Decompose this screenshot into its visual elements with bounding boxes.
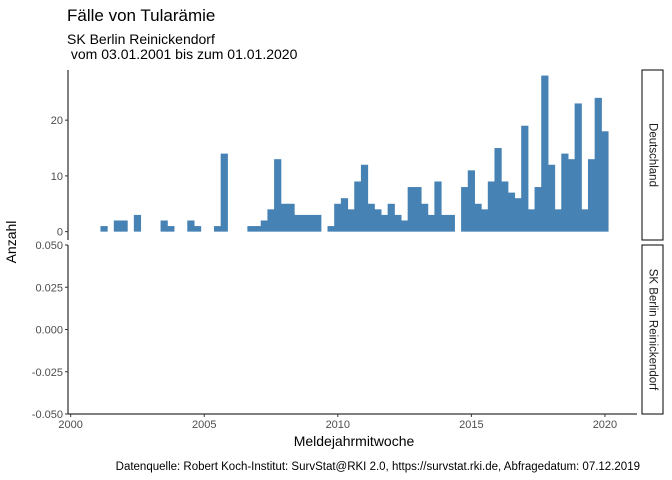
bar-0-35 [421, 203, 429, 232]
bar-0-7 [193, 226, 202, 232]
bar-0-44 [487, 181, 496, 232]
bar-0-8 [213, 226, 222, 232]
y-tick-label-1-0: -0.050 [32, 409, 63, 421]
bar-0-51 [534, 187, 542, 232]
bar-0-23 [340, 198, 349, 232]
bar-0-26 [360, 164, 369, 232]
bar-0-40 [461, 187, 469, 232]
bar-0-58 [581, 209, 589, 232]
x-axis: 2000 2005 2010 2015 2020 [58, 413, 637, 431]
bar-0-3 [133, 214, 142, 232]
bar-0-2 [120, 220, 128, 232]
x-tick-label-3: 2015 [459, 419, 483, 431]
bar-0-37 [434, 181, 442, 232]
data-source-caption: Datenquelle: Robert Koch-Institut: SurvS… [116, 461, 640, 473]
bar-0-4 [160, 220, 168, 232]
x-tick-label-2: 2010 [326, 419, 350, 431]
bar-0-12 [260, 220, 268, 232]
y-tick-label-0-2: 20 [51, 115, 63, 127]
bar-0-11 [254, 226, 262, 232]
x-tick-label-1: 2005 [192, 419, 216, 431]
bar-0-42 [474, 203, 482, 232]
bar-0-46 [501, 181, 509, 232]
bar-0-22 [334, 203, 342, 232]
bar-0-20 [314, 214, 322, 232]
bar-0-28 [374, 209, 382, 232]
y-axis-label: Anzahl [3, 221, 19, 264]
panel-sk-berlin-reinickendorf: -0.050 -0.025 0.000 0.025 0.050 SK Berlin Rei… [32, 240, 664, 421]
bar-0-25 [354, 181, 362, 232]
y-tick-label-1-2: 0.000 [35, 325, 63, 337]
bar-0-49 [521, 125, 529, 232]
bar-0-34 [414, 187, 422, 232]
bar-0-36 [427, 214, 435, 232]
bar-0-32 [400, 220, 409, 232]
bar-0-19 [307, 214, 315, 232]
bar-0-45 [494, 148, 502, 232]
bar-0-0 [100, 226, 108, 232]
bar-0-14 [274, 159, 282, 232]
panel-deutschland: 0 10 20 Deutschland [51, 69, 664, 241]
bar-0-54 [554, 209, 562, 232]
bar-0-10 [247, 226, 255, 232]
bar-0-33 [407, 187, 415, 232]
bar-0-15 [280, 203, 288, 232]
bar-0-61 [601, 131, 609, 232]
facet-strip-label-1: SK Berlin Reinickendorf [646, 269, 658, 391]
bar-0-9 [220, 153, 228, 232]
bar-0-17 [294, 214, 302, 232]
x-axis-label: Meldejahrmitwoche [294, 433, 415, 449]
bar-0-50 [527, 209, 536, 232]
bar-0-59 [587, 159, 596, 232]
x-tick-label-4: 2020 [593, 419, 617, 431]
bar-0-55 [561, 153, 569, 232]
bar-0-53 [547, 164, 556, 232]
bar-0-24 [347, 209, 355, 232]
y-tick-label-1-1: -0.025 [32, 367, 63, 379]
bar-0-60 [594, 97, 602, 232]
facet-strip-1 [641, 244, 664, 415]
bar-0-31 [394, 214, 402, 232]
bar-0-27 [367, 203, 375, 232]
bar-0-43 [481, 209, 489, 232]
bar-0-1 [113, 220, 122, 232]
bar-0-29 [380, 214, 389, 232]
bar-0-57 [574, 103, 582, 232]
facet-strip-0 [641, 69, 664, 241]
y-tick-label-1-4: 0.050 [35, 240, 63, 252]
chart-title: Fälle von Tularämie [67, 6, 215, 25]
y-tick-label-0-0: 0 [57, 227, 63, 239]
bar-0-52 [541, 75, 549, 232]
bar-0-56 [567, 159, 576, 232]
bar-0-5 [167, 226, 175, 232]
x-tick-label-0: 2000 [58, 419, 82, 431]
bar-0-13 [267, 209, 275, 232]
y-tick-label-1-3: 0.025 [35, 282, 63, 294]
bar-0-21 [327, 226, 335, 232]
bar-0-39 [447, 214, 455, 232]
facet-strip-label-0: Deutschland [646, 123, 658, 187]
bar-0-6 [187, 220, 195, 232]
bar-0-30 [387, 203, 395, 232]
bar-0-47 [507, 192, 516, 232]
bar-0-41 [467, 170, 475, 232]
bar-0-16 [287, 203, 295, 232]
chart-subtitle-line-2: vom 03.01.2001 bis zum 01.01.2020 [67, 46, 298, 62]
bar-0-48 [514, 198, 522, 232]
chart-subtitle-line-1: SK Berlin Reinickendorf [67, 31, 215, 47]
bar-0-18 [300, 214, 309, 232]
y-tick-label-0-1: 10 [51, 171, 63, 183]
bar-0-38 [441, 214, 449, 232]
